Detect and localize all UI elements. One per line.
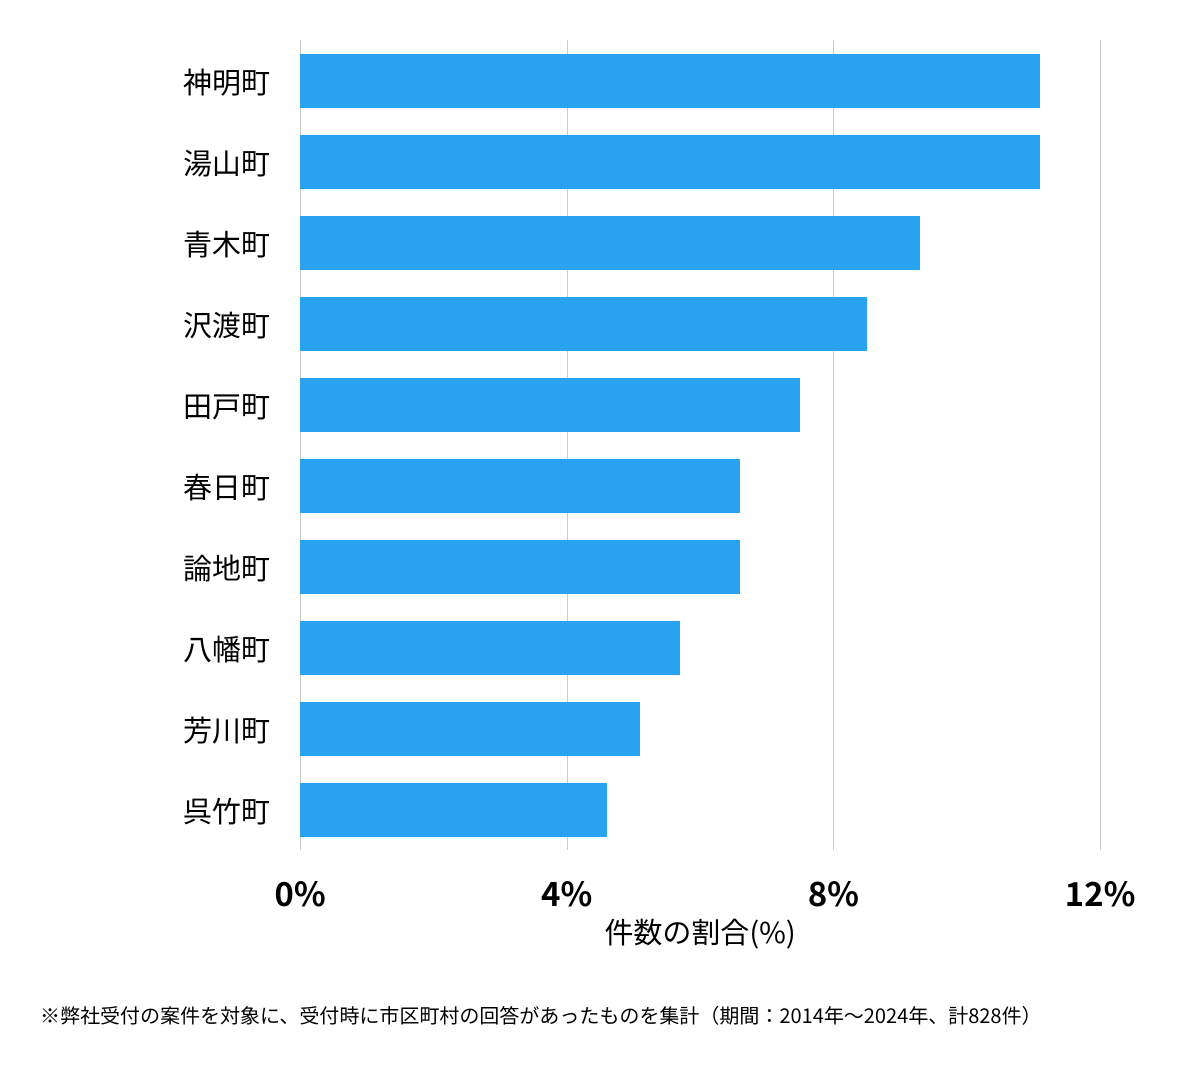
bar-row: 沢渡町 — [300, 297, 1100, 351]
plot-area: 0%4%8%12%神明町湯山町青木町沢渡町田戸町春日町論地町八幡町芳川町呉竹町 — [40, 30, 1160, 910]
bar — [300, 54, 1040, 108]
bar-row: 呉竹町 — [300, 783, 1100, 837]
category-label: 芳川町 — [183, 708, 300, 750]
bar-row: 神明町 — [300, 54, 1100, 108]
category-label: 沢渡町 — [183, 303, 300, 345]
bar-row: 青木町 — [300, 216, 1100, 270]
category-label: 湯山町 — [183, 141, 300, 183]
x-tick: 8% — [808, 850, 859, 916]
bar-row: 湯山町 — [300, 135, 1100, 189]
bar-row: 八幡町 — [300, 621, 1100, 675]
bar — [300, 216, 920, 270]
bar — [300, 621, 680, 675]
bar — [300, 459, 740, 513]
x-tick: 12% — [1065, 850, 1136, 916]
bar — [300, 783, 607, 837]
x-axis-label: 件数の割合(%) — [260, 910, 1140, 952]
bar — [300, 540, 740, 594]
gridline — [1100, 40, 1101, 850]
category-label: 田戸町 — [183, 384, 300, 426]
plot-inner: 0%4%8%12%神明町湯山町青木町沢渡町田戸町春日町論地町八幡町芳川町呉竹町 — [300, 40, 1100, 850]
bar — [300, 378, 800, 432]
category-label: 八幡町 — [183, 627, 300, 669]
bar-row: 芳川町 — [300, 702, 1100, 756]
category-label: 呉竹町 — [183, 789, 300, 831]
bar-row: 田戸町 — [300, 378, 1100, 432]
bar — [300, 297, 867, 351]
category-label: 青木町 — [183, 222, 300, 264]
footnote: ※弊社受付の案件を対象に、受付時に市区町村の回答があったものを集計（期間：201… — [40, 1000, 1042, 1029]
category-label: 論地町 — [183, 546, 300, 588]
bar-row: 春日町 — [300, 459, 1100, 513]
bar — [300, 702, 640, 756]
category-label: 神明町 — [183, 60, 300, 102]
x-tick: 0% — [274, 850, 325, 916]
category-label: 春日町 — [183, 465, 300, 507]
chart-container: 0%4%8%12%神明町湯山町青木町沢渡町田戸町春日町論地町八幡町芳川町呉竹町 … — [0, 0, 1200, 1069]
bar-row: 論地町 — [300, 540, 1100, 594]
x-tick: 4% — [541, 850, 592, 916]
bar — [300, 135, 1040, 189]
